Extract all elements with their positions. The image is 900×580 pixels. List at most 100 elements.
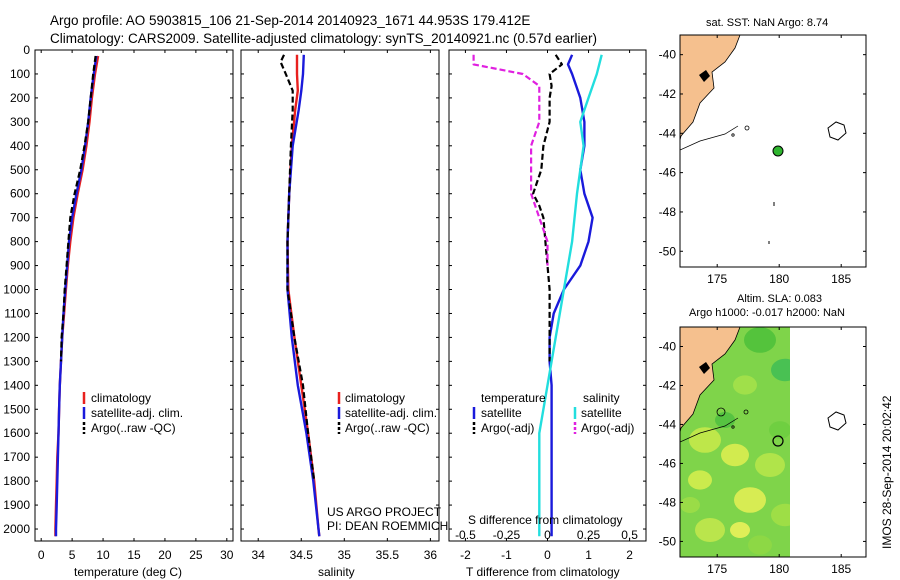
depth-tick-label: 1500 — [3, 402, 30, 416]
temperature-xlabel: temperature (deg C) — [74, 565, 182, 579]
depth-tick-label: 1300 — [3, 354, 30, 368]
s-tick-label: 0 — [544, 528, 551, 542]
land-mass — [680, 327, 741, 433]
salinity-legend: climatology satellite-adj. clim. Argo(..… — [337, 391, 437, 435]
temperature-series — [54, 55, 100, 537]
x-tick-label: 2 — [626, 548, 633, 562]
lat-tick-label: -40 — [659, 339, 677, 353]
x-tick-label: 1 — [585, 548, 592, 562]
sla-map-title1: Altim. SLA: 0.083 — [737, 293, 822, 305]
lat-tick-label: -46 — [659, 456, 677, 470]
lat-tick-label: -42 — [659, 87, 677, 101]
sla-anomaly-blob — [734, 487, 766, 513]
series-line-t-argo-adj — [531, 54, 564, 362]
sla-anomaly-blob — [771, 503, 790, 527]
difference-plot-frame — [448, 49, 647, 542]
sst-map-title: sat. SST: NaN Argo: 8.74 — [706, 17, 828, 29]
lat-tick-label: -44 — [659, 417, 677, 431]
depth-tick-label: 0 — [23, 43, 30, 57]
lon-tick-label: 175 — [707, 272, 727, 286]
x-tick-label: 0 — [544, 548, 551, 562]
island-dot — [731, 133, 735, 137]
imos-timestamp: IMOS 28-Sep-2014 20:02:42 — [880, 395, 894, 549]
depth-tick-label: 1200 — [3, 330, 30, 344]
legend-label-satellite: satellite-adj. clim. — [91, 406, 183, 420]
s-tick-label: -0.5 — [455, 528, 476, 542]
island-dot — [716, 407, 726, 417]
series-line-t-satellite — [548, 54, 594, 537]
project-annotation-line1: US ARGO PROJECT — [327, 505, 442, 519]
lat-tick-label: -50 — [659, 534, 677, 548]
sla-anomaly-blob — [721, 443, 749, 467]
lon-tick-label: 180 — [769, 272, 789, 286]
island-outline — [827, 121, 847, 141]
lat-tick-label: -42 — [659, 378, 677, 392]
s-tick-label: -0.25 — [493, 528, 521, 542]
series-line-argo-raw-qc — [279, 54, 316, 482]
series-line-satellite-adj-clim — [54, 55, 98, 537]
sla-anomaly-blob — [730, 522, 750, 538]
depth-tick-label: 1800 — [3, 474, 30, 488]
depth-tick-label: 1900 — [3, 498, 30, 512]
land-mass — [680, 35, 741, 141]
argo-float-marker — [772, 145, 784, 157]
depth-tick-label: 600 — [10, 187, 30, 201]
island-outline — [827, 411, 847, 431]
island-dot — [744, 125, 750, 131]
s-difference-xlabel: S difference from climatology — [468, 513, 623, 527]
depth-tick-label: 1100 — [4, 306, 30, 320]
series-line-climatology — [54, 55, 100, 537]
sla-anomaly-blob — [744, 327, 776, 353]
x-tick-label: 20 — [158, 548, 172, 562]
sla-anomaly-blob — [680, 497, 700, 513]
sla-anomaly-blob — [755, 453, 785, 477]
legend-label-t-satellite: satellite — [481, 406, 522, 420]
x-tick-label: 0 — [38, 548, 45, 562]
difference-series — [472, 54, 603, 537]
sla-anomaly-blob — [688, 470, 712, 490]
x-tick-label: 15 — [127, 548, 141, 562]
x-tick-label: -1 — [501, 548, 512, 562]
depth-tick-label: 900 — [10, 259, 30, 273]
difference-legend: temperature salinity satellite Argo(-adj… — [472, 391, 634, 435]
lon-tick-label: 180 — [769, 562, 789, 576]
legend-label-satellite: satellite-adj. clim. — [345, 406, 437, 420]
temperature-legend: climatology satellite-adj. clim. Argo(..… — [82, 391, 183, 435]
legend-label-t-argo: Argo(-adj) — [481, 421, 534, 435]
difference-depth-ticks — [449, 49, 646, 530]
salinity-xlabel: salinity — [318, 565, 355, 579]
lat-tick-label: -48 — [659, 205, 677, 219]
series-line-s-argo-adj — [472, 54, 549, 266]
temperature-panel: 0100200300400500600700800900100011001200… — [3, 43, 234, 579]
sst-map-axes: 175 180 185 -40 -42 -44 -46 -48 -50 — [659, 35, 866, 286]
lon-tick-label: 175 — [707, 562, 727, 576]
depth-tick-label: 700 — [10, 211, 30, 225]
sla-map: Altim. SLA: 0.083 Argo h1000: -0.017 h20… — [659, 293, 867, 576]
sla-map-frame — [679, 326, 867, 558]
legend-group-salinity: salinity — [583, 391, 620, 405]
x-tick-label: 10 — [96, 548, 110, 562]
lat-tick-label: -48 — [659, 495, 677, 509]
series-line-s-satellite — [538, 54, 603, 537]
s-difference-axis: -0.5 -0.25 0 0.25 0.5 — [455, 528, 638, 542]
sla-map-axes: 175 180 185 -40 -42 -44 -46 -48 -50 — [659, 327, 866, 576]
sla-anomaly-blob — [733, 375, 757, 395]
temperature-axis: 0 5 10 15 20 25 30 — [38, 50, 234, 562]
lake-shape — [699, 362, 710, 374]
x-tick-label: 30 — [220, 548, 234, 562]
x-tick-label: 25 — [189, 548, 203, 562]
x-tick-label: 35 — [338, 548, 352, 562]
x-tick-label: 35.5 — [376, 548, 400, 562]
t-difference-axis: -2 -1 0 1 2 — [460, 50, 633, 562]
sla-anomaly-blob — [771, 358, 790, 382]
sla-anomaly-blob — [689, 427, 721, 453]
x-tick-label: 5 — [69, 548, 76, 562]
sla-anomaly-blob — [748, 535, 772, 555]
lat-tick-label: -46 — [659, 166, 677, 180]
salinity-panel: 34 34.5 35 35.5 36 salinity climatology sate… — [240, 49, 448, 579]
sla-anomaly-blob — [695, 518, 725, 542]
legend-label-s-argo: Argo(-adj) — [581, 421, 634, 435]
difference-panel: -2 -1 0 1 2 -0.5 -0.25 0 0.25 0.5 S difference f… — [448, 49, 647, 579]
s-tick-label: 0.5 — [621, 528, 638, 542]
